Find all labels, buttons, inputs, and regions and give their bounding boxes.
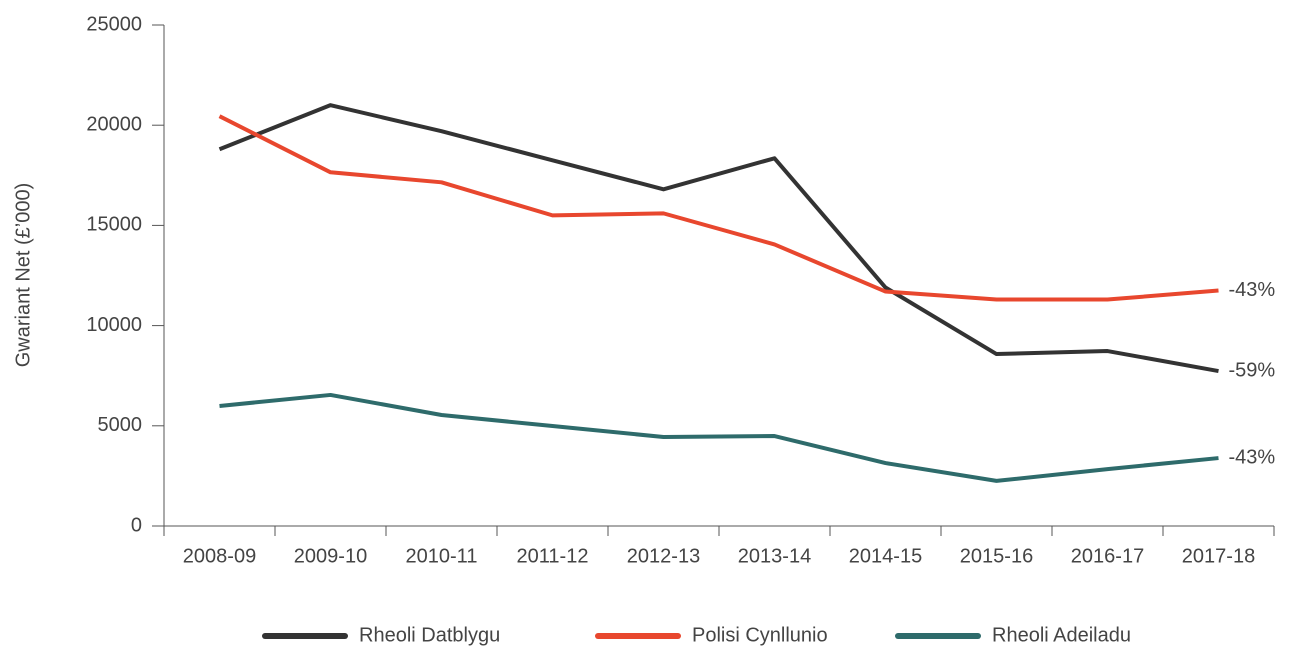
x-tick-label: 2013-14 — [738, 545, 811, 567]
y-tick-label: 10000 — [86, 314, 142, 336]
series-line — [218, 103, 1219, 374]
x-tick-label: 2015-16 — [960, 545, 1033, 567]
legend-label: Polisi Cynllunio — [692, 624, 828, 646]
series-line — [219, 392, 1219, 483]
y-tick-label: 5000 — [98, 414, 143, 436]
end-label: -59% — [1229, 359, 1276, 381]
legend-label: Rheoli Datblygu — [359, 624, 500, 646]
x-tick-label: 2012-13 — [627, 545, 700, 567]
y-tick-label: 0 — [131, 514, 142, 536]
series-line — [218, 114, 1219, 302]
x-tick-label: 2008-09 — [183, 545, 256, 567]
y-tick-label: 20000 — [86, 113, 142, 135]
x-tick-label: 2017-18 — [1182, 545, 1255, 567]
y-axis-label: Gwariant Net (£’000) — [12, 183, 34, 368]
x-tick-label: 2010-11 — [406, 545, 478, 567]
legend-label: Rheoli Adeiladu — [992, 624, 1131, 646]
end-label: -43% — [1229, 279, 1276, 301]
y-tick-label: 25000 — [86, 13, 142, 35]
x-tick-label: 2009-10 — [294, 545, 367, 567]
x-tick-label: 2011-12 — [517, 545, 589, 567]
y-tick-label: 15000 — [86, 214, 142, 236]
x-tick-label: 2016-17 — [1071, 545, 1144, 567]
x-tick-label: 2014-15 — [849, 545, 922, 567]
end-label: -43% — [1229, 446, 1276, 468]
